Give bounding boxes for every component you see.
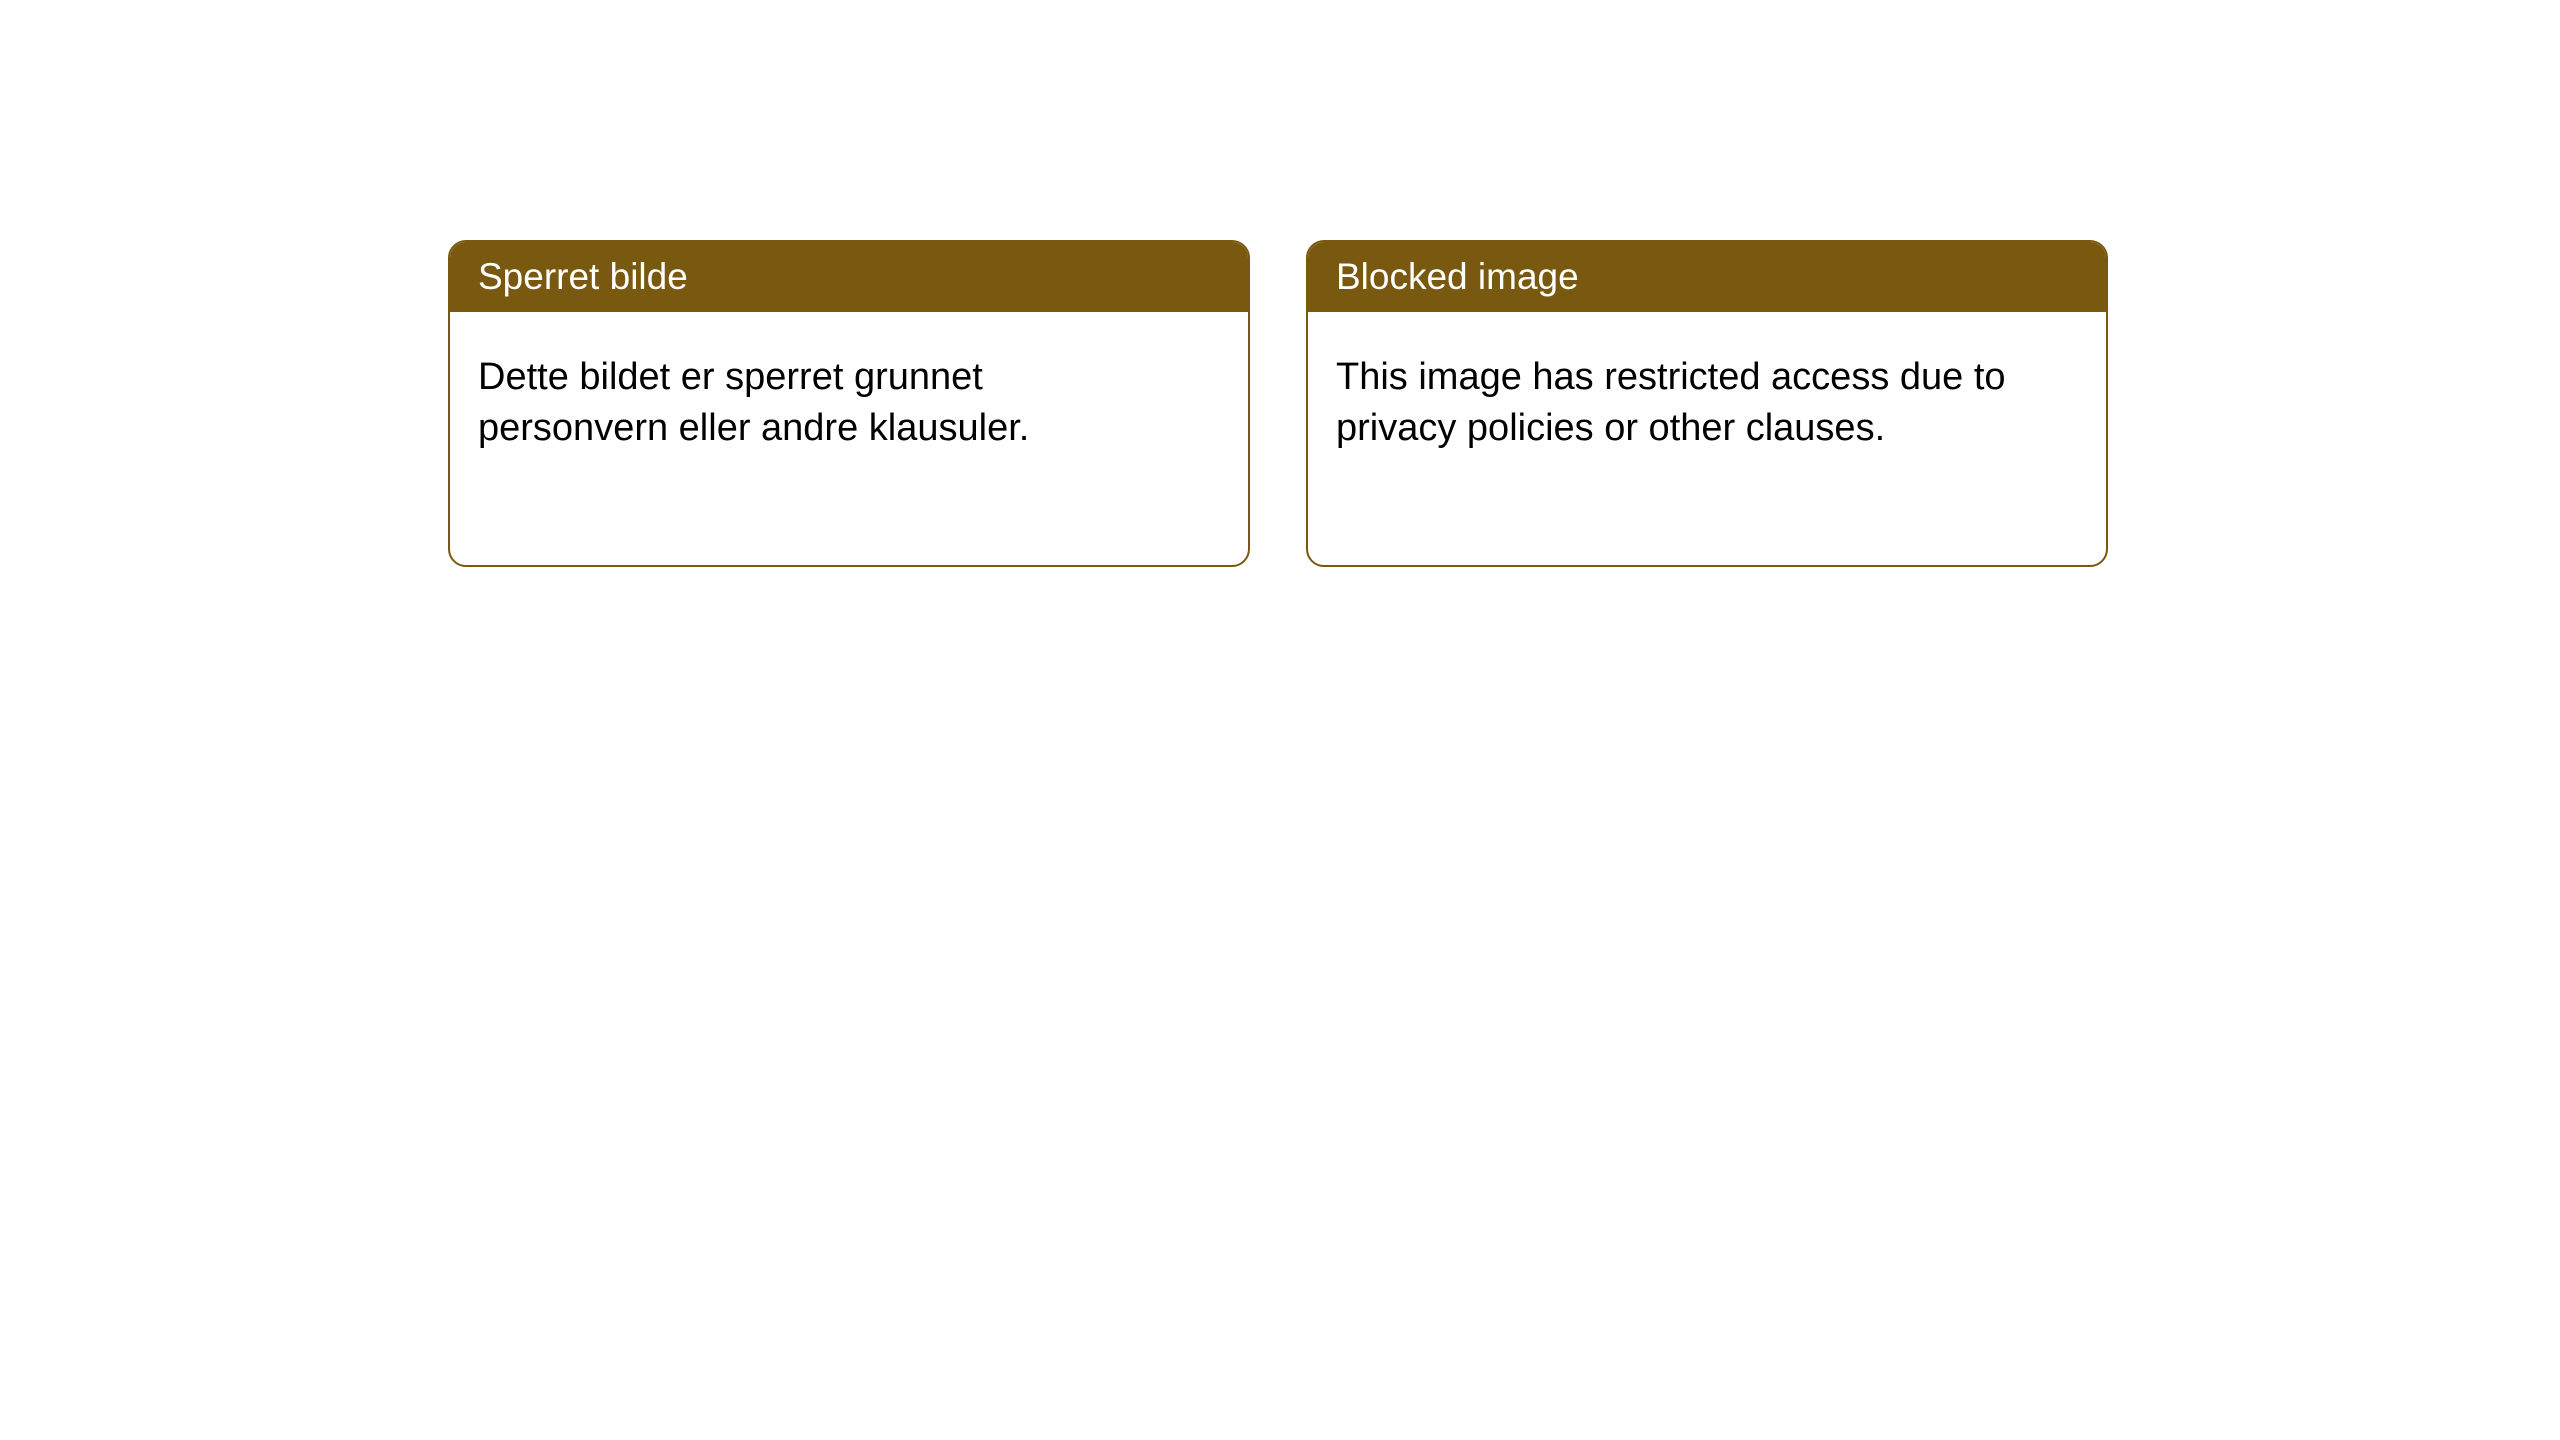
- notice-header-norwegian: Sperret bilde: [450, 242, 1248, 312]
- notice-body-norwegian: Dette bildet er sperret grunnet personve…: [450, 312, 1248, 565]
- notice-body-english: This image has restricted access due to …: [1308, 312, 2106, 565]
- notice-text-norwegian: Dette bildet er sperret grunnet personve…: [478, 352, 1158, 455]
- notice-header-english: Blocked image: [1308, 242, 2106, 312]
- notice-text-english: This image has restricted access due to …: [1336, 352, 2016, 455]
- notice-title-norwegian: Sperret bilde: [478, 256, 688, 297]
- notice-card-english: Blocked image This image has restricted …: [1306, 240, 2108, 567]
- notice-card-norwegian: Sperret bilde Dette bildet er sperret gr…: [448, 240, 1250, 567]
- notice-container: Sperret bilde Dette bildet er sperret gr…: [0, 0, 2560, 567]
- notice-title-english: Blocked image: [1336, 256, 1579, 297]
